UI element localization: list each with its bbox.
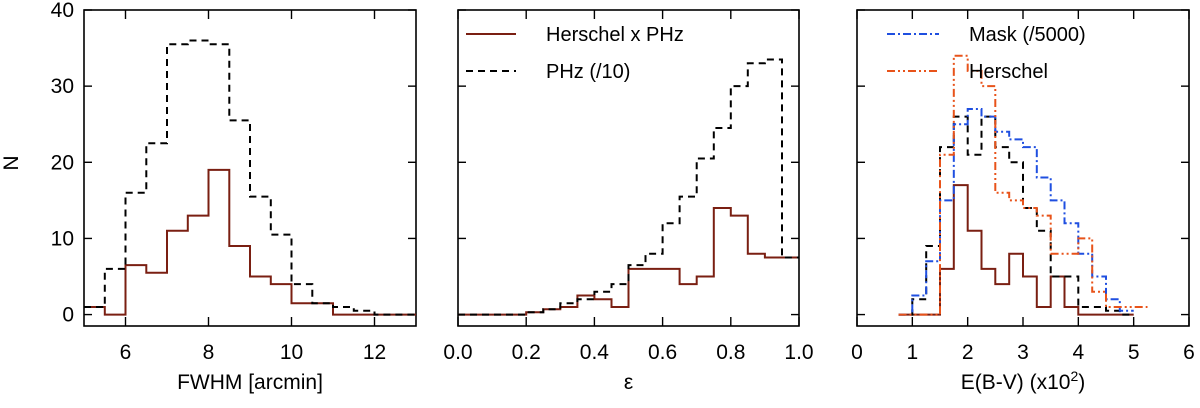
- series-phz-10: [458, 58, 799, 316]
- x-tick-label: 5: [1128, 341, 1140, 364]
- series-herschel-x-phz: [458, 207, 799, 316]
- x-tick-label: 0.8: [716, 341, 745, 364]
- panel-frame: [83, 9, 417, 327]
- series-herschel: [898, 54, 1148, 316]
- series-herschel-x-phz: [84, 168, 416, 316]
- x-tick-label: 0.6: [648, 341, 677, 364]
- x-tick-label: 6: [120, 341, 132, 364]
- series-phz-10: [898, 115, 1134, 316]
- y-tick-label: 10: [51, 227, 74, 250]
- x-tick-label: 1.0: [784, 341, 813, 364]
- x-tick-label: 3: [1017, 341, 1029, 364]
- x-tick-label: 10: [280, 341, 303, 364]
- panel-frame: [457, 9, 800, 327]
- x-axis-title: FWHM [arcmin]: [177, 371, 323, 394]
- y-tick-label: 20: [51, 151, 74, 174]
- legend-label: Herschel: [969, 61, 1048, 83]
- x-axis-title: ε: [624, 371, 633, 394]
- y-tick-label: 30: [51, 75, 74, 98]
- series-herschel-x-phz: [898, 184, 1134, 316]
- x-axis-title: E(B-V) (x102): [961, 368, 1085, 394]
- x-tick-label: 1: [906, 341, 918, 364]
- x-tick-label: 4: [1072, 341, 1084, 364]
- legend: Herschel x PHz PHz (/10): [466, 24, 684, 83]
- x-tick-label: 0.4: [580, 341, 610, 364]
- legend: Mask (/5000) Herschel: [887, 24, 1086, 83]
- panel-3: 0 1 2 3 4 5 6 E(B-V) (x102) Mask (/5000) Herschel: [851, 9, 1195, 394]
- x-tick-label: 12: [363, 341, 386, 364]
- panel-1: 0 10 20 30 40 6 8 10 12 FWHM [arcmin]: [51, 0, 417, 394]
- panel-2: 0.0 0.2 0.4 0.6 0.8 1.0 ε Herschel x PHz PHz (/1…: [443, 9, 814, 394]
- legend-label: PHz (/10): [546, 61, 630, 83]
- y-tick-label: 40: [51, 0, 74, 22]
- x-tick-label: 2: [962, 341, 974, 364]
- x-tick-label: 0: [851, 341, 863, 364]
- y-tick-label: 0: [62, 304, 74, 327]
- x-tick-label: 0.0: [443, 341, 472, 364]
- y-axis-title: N: [0, 155, 23, 170]
- x-tick-label: 0.2: [512, 341, 541, 364]
- legend-label: Herschel x PHz: [546, 24, 684, 46]
- x-tick-label: 8: [203, 341, 215, 364]
- x-tick-label: 6: [1183, 341, 1195, 364]
- series-mask-5000: [898, 108, 1134, 316]
- legend-label: Mask (/5000): [969, 24, 1086, 46]
